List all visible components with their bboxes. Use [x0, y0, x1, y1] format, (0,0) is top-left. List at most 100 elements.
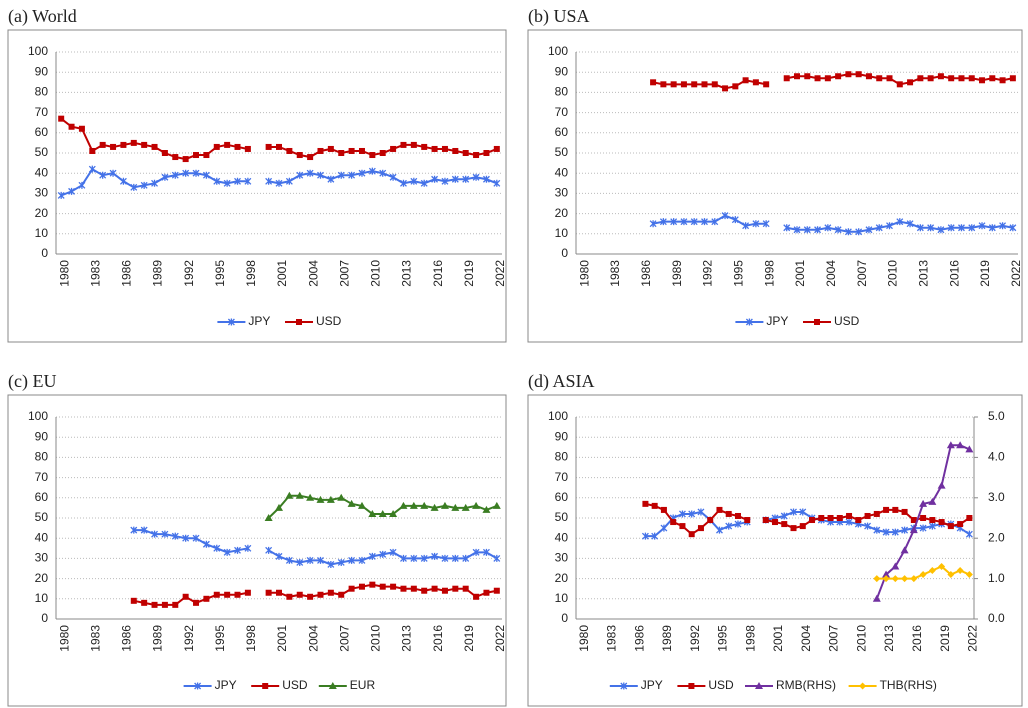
marker: [891, 528, 899, 536]
marker: [937, 226, 945, 234]
marker: [873, 526, 881, 534]
marker: [482, 505, 491, 513]
marker: [431, 585, 438, 592]
x-tick-label: 1983: [608, 260, 622, 287]
y-tick-label: 80: [35, 85, 49, 99]
marker: [846, 512, 853, 519]
marker: [783, 224, 791, 232]
x-tick-label: 2016: [431, 260, 445, 287]
marker: [722, 85, 729, 92]
marker: [620, 682, 628, 690]
marker: [799, 523, 806, 530]
marker: [725, 522, 733, 530]
marker: [89, 147, 96, 154]
marker: [326, 495, 335, 503]
y-tick-label: 70: [555, 470, 569, 484]
marker: [390, 145, 397, 152]
marker: [224, 141, 231, 148]
marker: [379, 150, 386, 156]
x-tick-label: 1998: [244, 625, 258, 652]
marker: [659, 218, 667, 226]
x-tick-label: 1995: [731, 260, 745, 287]
marker: [357, 501, 366, 509]
marker: [928, 497, 937, 505]
y-tick-label: 70: [555, 105, 569, 119]
marker: [285, 177, 293, 185]
marker: [916, 224, 924, 232]
marker: [451, 554, 459, 562]
y-tick-label: 70: [35, 105, 49, 119]
y-tick-label: 20: [555, 571, 569, 585]
marker: [864, 512, 871, 519]
x-tick-label: 2001: [275, 260, 289, 287]
panel-border: [527, 394, 1023, 707]
marker: [358, 583, 365, 590]
marker: [937, 481, 946, 489]
marker: [965, 530, 973, 538]
y-tick-label: 0: [41, 246, 48, 260]
marker: [697, 525, 704, 532]
y-tick-label: 0: [561, 246, 568, 260]
marker: [492, 501, 501, 509]
chart-title: (d) ASIA: [528, 371, 595, 392]
x-tick-label: 2013: [400, 260, 414, 287]
y2-tick-label: 0.0: [988, 611, 1005, 625]
marker: [99, 171, 107, 179]
marker: [762, 220, 770, 228]
marker: [276, 143, 282, 150]
marker: [731, 216, 739, 224]
marker: [752, 220, 760, 228]
x-tick-label: 1986: [632, 625, 646, 652]
marker: [347, 499, 356, 507]
marker: [910, 575, 918, 583]
marker: [734, 520, 742, 528]
marker: [660, 506, 667, 513]
marker: [928, 522, 936, 530]
y-tick-label: 60: [555, 125, 569, 139]
marker: [824, 224, 832, 232]
marker: [783, 75, 790, 82]
marker: [834, 226, 842, 234]
x-tick-label: 1989: [151, 625, 165, 652]
chart-panel: (a) World 0 10 20 30 40 50 60 70 80 90 100 1980 1983 1…: [7, 6, 507, 343]
marker: [762, 517, 769, 524]
y-tick-label: 20: [35, 571, 49, 585]
marker: [306, 556, 314, 564]
marker: [224, 591, 231, 598]
marker: [928, 567, 936, 575]
marker: [901, 526, 909, 534]
marker: [379, 550, 387, 558]
y-tick-label: 50: [555, 145, 569, 159]
marker: [203, 595, 210, 602]
marker: [400, 179, 407, 187]
marker: [804, 73, 811, 80]
marker: [130, 526, 138, 534]
marker: [227, 318, 235, 326]
x-tick-label: 2010: [369, 260, 383, 287]
marker: [244, 589, 251, 596]
marker: [745, 318, 753, 326]
marker: [493, 554, 501, 562]
marker: [947, 523, 954, 530]
x-tick-label: 2004: [799, 625, 813, 652]
marker: [872, 594, 881, 602]
chart-panel: (d) ASIA 0 10 20 30 40 50 60 70 80 90 100 0.0 1.0 2.0 3…: [527, 371, 1023, 707]
marker: [265, 589, 272, 596]
panel-border: [7, 29, 507, 343]
y-tick-label: 40: [555, 530, 569, 544]
marker: [130, 139, 137, 146]
marker: [482, 548, 490, 556]
marker: [328, 682, 337, 689]
marker: [855, 517, 862, 524]
marker: [275, 552, 283, 560]
marker: [927, 224, 935, 232]
marker: [441, 554, 449, 562]
x-tick-label: 1992: [182, 625, 196, 652]
marker: [161, 601, 168, 608]
marker: [688, 683, 695, 689]
marker: [88, 165, 96, 173]
marker: [919, 499, 928, 507]
marker: [896, 218, 904, 226]
x-tick-label: 2004: [306, 260, 320, 287]
legend-label: USD: [834, 314, 860, 328]
